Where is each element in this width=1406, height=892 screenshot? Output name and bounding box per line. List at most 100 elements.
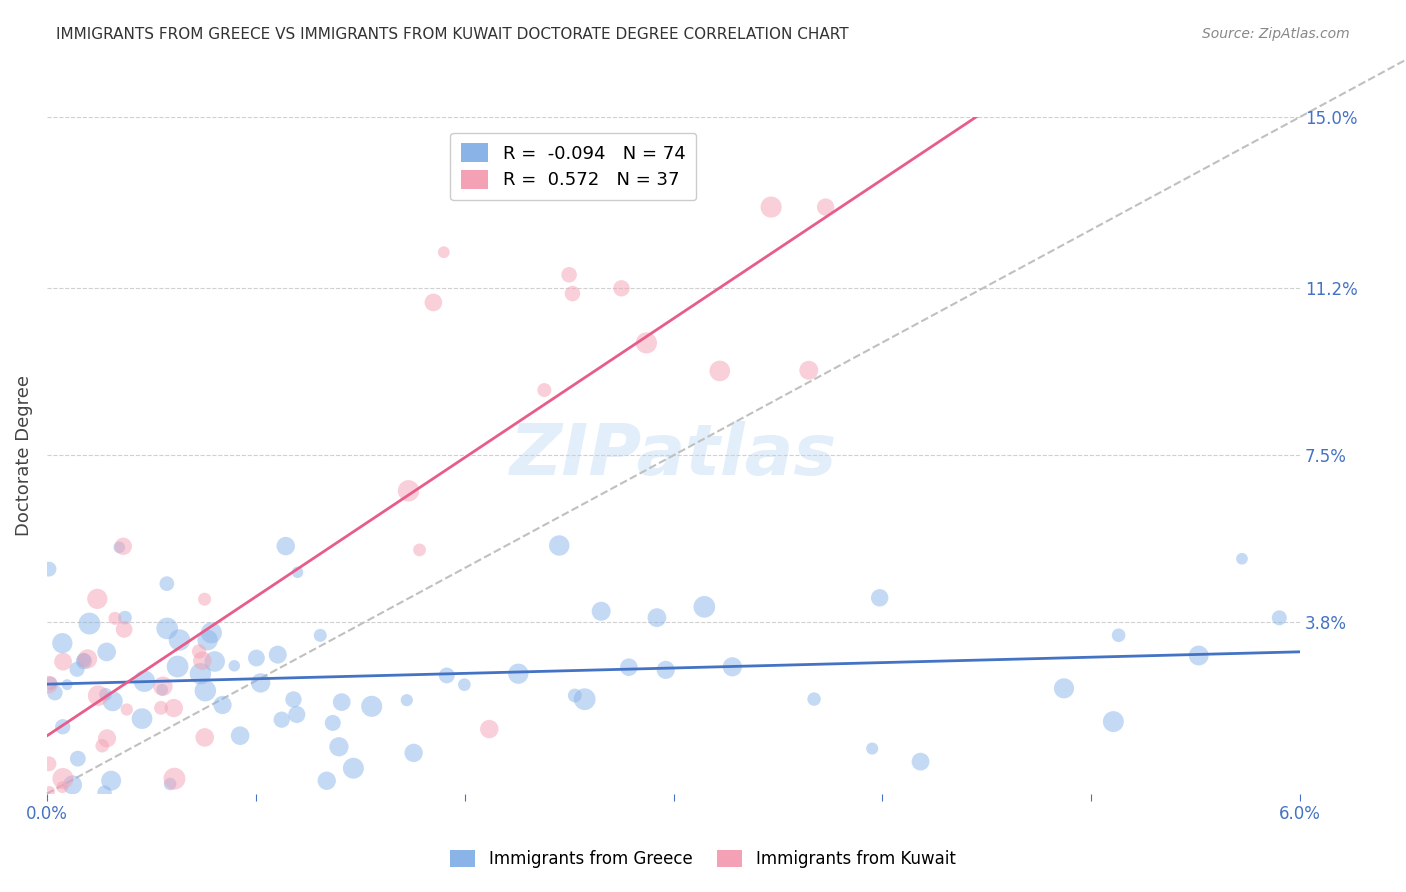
Point	[194, 592, 217, 607]
Point	[574, 692, 596, 706]
Point	[436, 668, 458, 682]
Point	[558, 268, 581, 282]
Point	[87, 689, 110, 703]
Point	[814, 200, 837, 214]
Point	[115, 702, 138, 716]
Point	[395, 693, 418, 707]
Point	[44, 686, 66, 700]
Point	[224, 658, 246, 673]
Point	[328, 739, 350, 754]
Point	[636, 335, 658, 350]
Point	[101, 694, 124, 708]
Point	[62, 778, 84, 792]
Point	[38, 677, 60, 691]
Point	[112, 539, 135, 553]
Point	[52, 772, 75, 786]
Point	[112, 623, 135, 637]
Point	[285, 707, 308, 722]
Point	[163, 701, 186, 715]
Point	[422, 295, 444, 310]
Point	[654, 663, 676, 677]
Point	[433, 245, 456, 260]
Point	[191, 654, 214, 668]
Point	[73, 653, 96, 667]
Point	[131, 712, 153, 726]
Point	[190, 666, 212, 681]
Point	[51, 636, 73, 650]
Point	[93, 786, 115, 800]
Point	[211, 698, 233, 712]
Point	[194, 731, 217, 745]
Point	[104, 611, 127, 625]
Point	[245, 651, 267, 665]
Point	[561, 286, 583, 301]
Point	[564, 689, 586, 703]
Point	[803, 692, 825, 706]
Point	[408, 542, 430, 557]
Point	[860, 741, 883, 756]
Y-axis label: Doctorate Degree: Doctorate Degree	[15, 375, 32, 536]
Point	[274, 539, 297, 553]
Point	[548, 539, 571, 553]
Point	[453, 678, 475, 692]
Point	[204, 655, 226, 669]
Point	[508, 666, 530, 681]
Point	[797, 363, 820, 377]
Point	[342, 761, 364, 775]
Point	[194, 683, 217, 698]
Point	[150, 701, 173, 715]
Point	[591, 604, 613, 618]
Point	[249, 676, 271, 690]
Point	[38, 756, 60, 771]
Point	[66, 662, 89, 676]
Text: Source: ZipAtlas.com: Source: ZipAtlas.com	[1202, 27, 1350, 41]
Point	[94, 687, 117, 701]
Point	[73, 654, 96, 668]
Point	[645, 610, 668, 624]
Point	[617, 660, 640, 674]
Point	[402, 746, 425, 760]
Point	[79, 616, 101, 631]
Point	[759, 200, 782, 214]
Legend: Immigrants from Greece, Immigrants from Kuwait: Immigrants from Greece, Immigrants from …	[444, 843, 962, 875]
Point	[315, 773, 337, 788]
Point	[56, 678, 79, 692]
Point	[38, 784, 60, 798]
Point	[114, 610, 136, 624]
Point	[229, 729, 252, 743]
Text: IMMIGRANTS FROM GREECE VS IMMIGRANTS FROM KUWAIT DOCTORATE DEGREE CORRELATION CH: IMMIGRANTS FROM GREECE VS IMMIGRANTS FRO…	[56, 27, 849, 42]
Point	[322, 715, 344, 730]
Point	[1108, 628, 1130, 642]
Point	[869, 591, 891, 605]
Point	[159, 777, 181, 791]
Point	[693, 599, 716, 614]
Point	[66, 751, 89, 765]
Point	[86, 591, 108, 606]
Point	[610, 281, 633, 295]
Point	[478, 722, 501, 736]
Point	[39, 676, 62, 690]
Point	[51, 780, 73, 795]
Point	[91, 739, 114, 753]
Point	[96, 645, 118, 659]
Point	[76, 652, 98, 666]
Point	[1268, 611, 1291, 625]
Text: ZIPatlas: ZIPatlas	[510, 421, 837, 490]
Point	[287, 566, 309, 580]
Point	[1102, 714, 1125, 729]
Point	[1230, 551, 1253, 566]
Point	[309, 628, 332, 642]
Point	[163, 772, 186, 786]
Point	[188, 644, 211, 658]
Point	[52, 655, 75, 669]
Point	[38, 562, 60, 576]
Point	[150, 682, 173, 697]
Point	[156, 576, 179, 591]
Point	[96, 731, 118, 746]
Point	[709, 364, 731, 378]
Point	[1053, 681, 1076, 696]
Point	[267, 648, 290, 662]
Point	[52, 720, 75, 734]
Point	[200, 625, 222, 640]
Point	[152, 679, 174, 693]
